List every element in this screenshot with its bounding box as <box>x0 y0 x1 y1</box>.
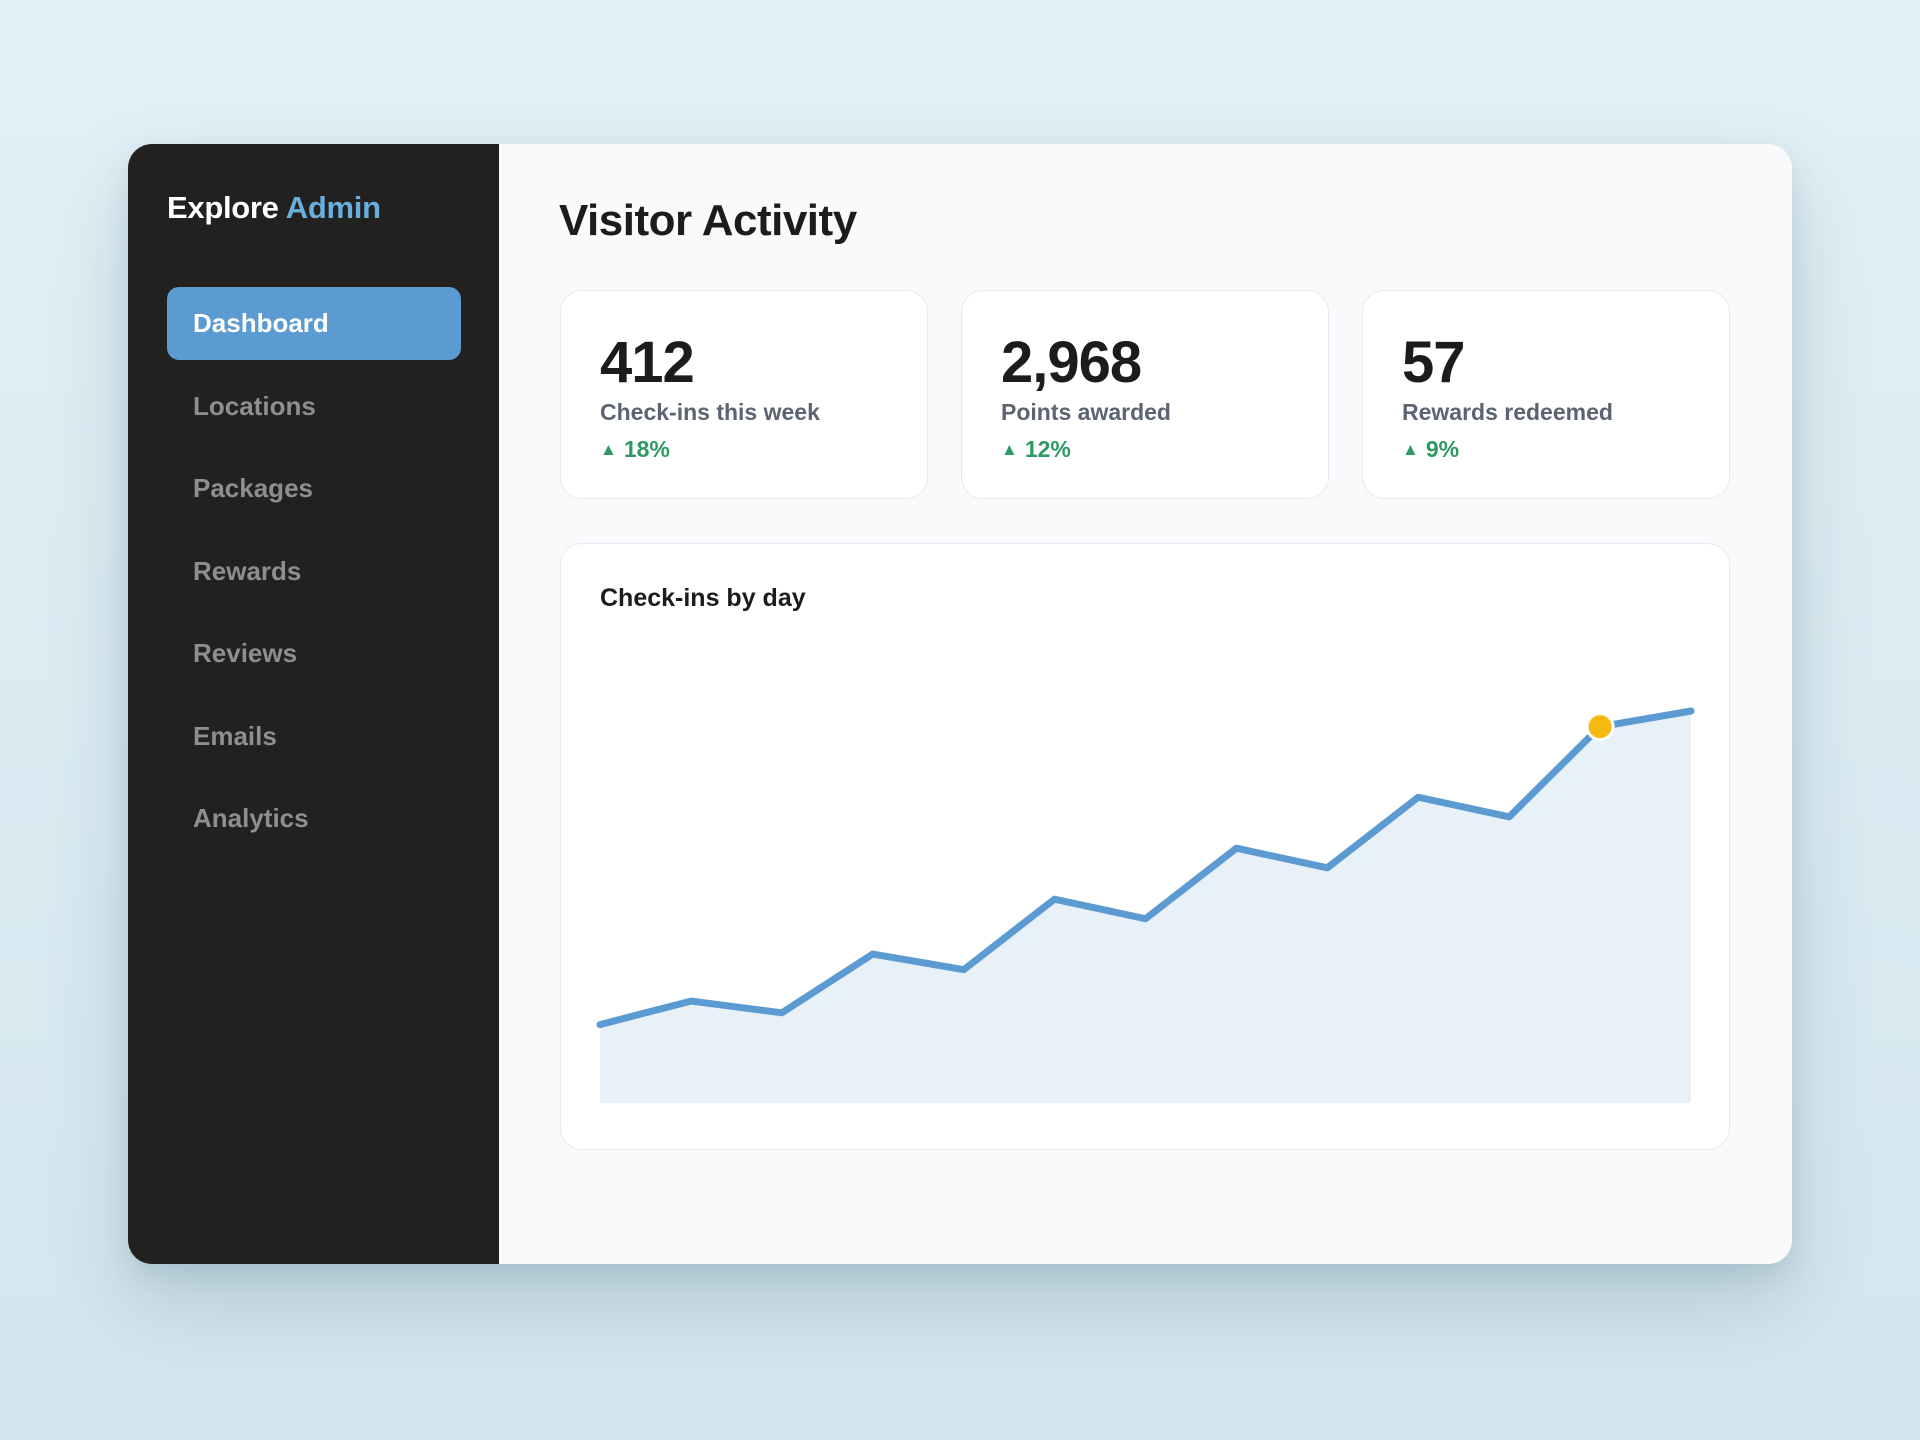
stat-card-check-ins: 412 Check-ins this week ▲ 18% <box>560 290 928 499</box>
sidebar-item-locations[interactable]: Locations <box>193 390 316 421</box>
brand-accent: Admin <box>285 190 381 225</box>
brand-logo: Explore Admin <box>167 190 381 226</box>
stat-delta-value: 12% <box>1024 436 1071 462</box>
main-content: Visitor Activity 412 Check-ins this week… <box>499 144 1792 1264</box>
sidebar: Explore Admin Dashboard Locations Packag… <box>128 144 499 1264</box>
stat-label: Check-ins this week <box>600 399 820 425</box>
stat-card-rewards: 57 Rewards redeemed ▲ 9% <box>1362 290 1730 499</box>
stats-row: 412 Check-ins this week ▲ 18% 2,968 Poin… <box>560 290 1730 499</box>
chart-title: Check-ins by day <box>600 584 806 612</box>
chart-card: Check-ins by day <box>560 543 1730 1150</box>
sidebar-item-analytics[interactable]: Analytics <box>193 803 309 833</box>
stat-value: 2,968 <box>1001 330 1142 395</box>
sidebar-item-emails[interactable]: Emails <box>193 720 277 751</box>
stat-delta-value: 18% <box>623 436 670 462</box>
stat-label: Rewards redeemed <box>1402 399 1613 425</box>
stat-delta-value: 9% <box>1425 436 1460 462</box>
stat-value: 412 <box>600 330 695 395</box>
brand-name: Explore <box>167 190 279 225</box>
sidebar-nav: Dashboard Locations Packages Rewards Rev… <box>167 287 461 865</box>
stat-card-points: 2,968 Points awarded ▲ 12% <box>961 290 1329 499</box>
stat-delta: ▲ 9% <box>1402 436 1459 463</box>
stat-value: 57 <box>1402 330 1466 395</box>
chart-series-line <box>596 707 1695 1029</box>
page-title: Visitor Activity <box>559 196 857 245</box>
sidebar-item-reviews[interactable]: Reviews <box>193 638 298 668</box>
app-window: Explore Admin Dashboard Locations Packag… <box>128 144 1792 1264</box>
chart-area-fill <box>600 711 1691 1103</box>
trend-up-icon: ▲ <box>600 439 617 459</box>
sidebar-item-dashboard[interactable]: Dashboard <box>167 287 461 360</box>
trend-up-icon: ▲ <box>1001 439 1018 459</box>
stat-label: Points awarded <box>1001 399 1171 425</box>
sidebar-item-packages[interactable]: Packages <box>193 473 313 503</box>
chart-highlight-point[interactable] <box>1585 712 1615 742</box>
sidebar-item-rewards[interactable]: Rewards <box>193 555 302 586</box>
check-ins-chart <box>596 707 1695 1103</box>
stat-delta: ▲ 18% <box>600 436 670 463</box>
trend-up-icon: ▲ <box>1402 439 1419 459</box>
stat-delta: ▲ 12% <box>1001 436 1071 463</box>
